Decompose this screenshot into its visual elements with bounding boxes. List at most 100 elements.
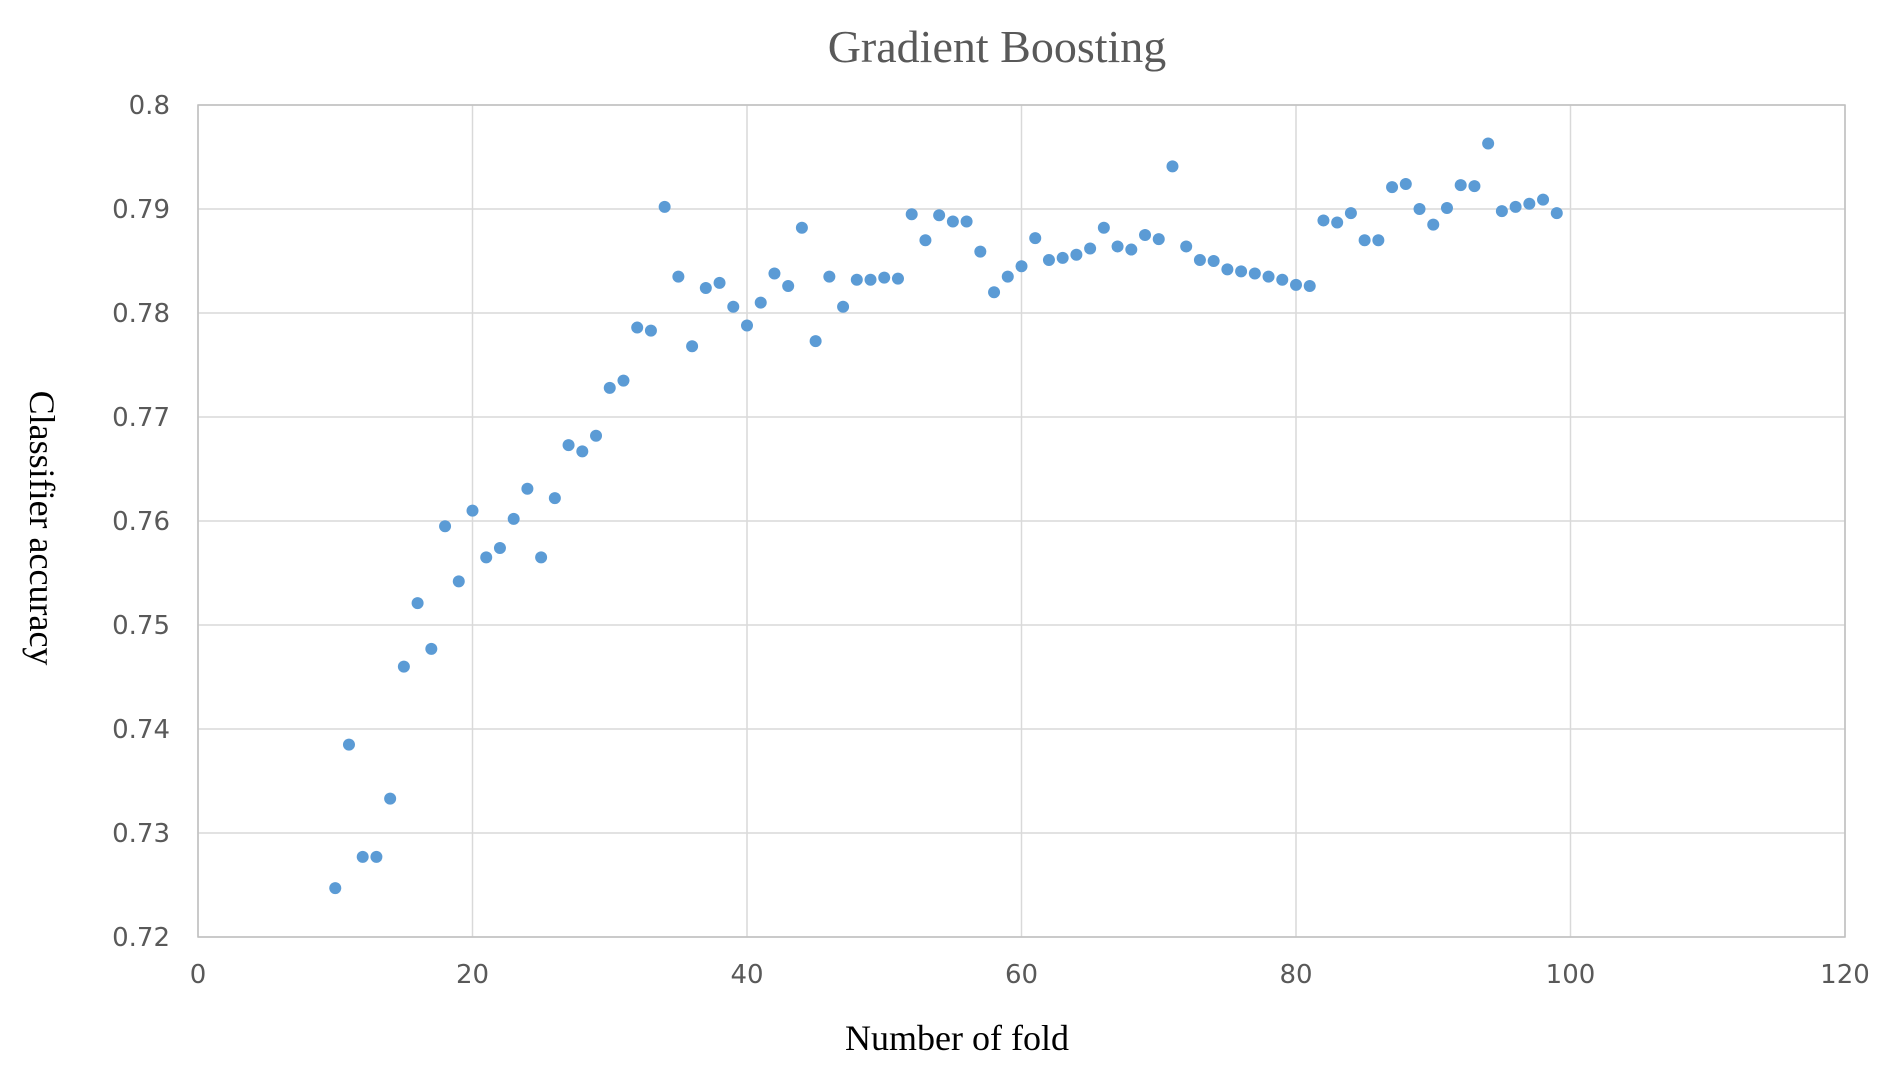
data-point (1358, 234, 1371, 247)
chart-title: Gradient Boosting (828, 21, 1167, 72)
data-point (1331, 216, 1344, 229)
data-point (960, 215, 973, 228)
data-point (1097, 221, 1110, 234)
data-point (878, 271, 891, 284)
data-point (590, 429, 603, 442)
data-point (1413, 203, 1426, 215)
x-tick-label: 80 (1279, 960, 1312, 990)
data-point (1001, 270, 1014, 283)
data-point (1193, 253, 1206, 266)
x-axis-title: Number of fold (845, 1018, 1069, 1058)
data-point (782, 279, 795, 292)
gridlines (197, 104, 1846, 938)
x-tick-label: 100 (1546, 960, 1596, 990)
data-point (1290, 278, 1302, 291)
data-point (1537, 193, 1550, 206)
data-point (988, 286, 1001, 299)
data-point (795, 221, 808, 234)
data-point (837, 300, 850, 313)
data-point (1427, 218, 1440, 231)
data-point (535, 551, 548, 564)
x-tick-label: 60 (1005, 960, 1038, 990)
data-point (1070, 248, 1083, 261)
y-axis-title: Classifier accuracy (22, 391, 62, 666)
data-point (1440, 201, 1453, 214)
data-point (1084, 242, 1097, 255)
data-point (658, 200, 671, 213)
data-point (754, 296, 767, 309)
data-point (1317, 214, 1330, 227)
data-point (699, 282, 712, 295)
data-point (768, 267, 781, 280)
data-point (1509, 200, 1522, 213)
data-point (1454, 179, 1467, 192)
data-point (576, 445, 589, 458)
data-point (741, 319, 753, 332)
data-point (823, 270, 836, 283)
data-point (1276, 273, 1289, 286)
data-point (1056, 251, 1069, 264)
x-tick-label: 20 (456, 960, 489, 990)
data-point (905, 208, 918, 221)
data-point (1221, 263, 1234, 276)
data-point (617, 374, 630, 387)
data-point (644, 324, 657, 337)
y-tick-label: 0.75 (112, 611, 170, 641)
data-point (356, 850, 369, 863)
y-axis-ticks: 0.72 0.73 0.74 0.75 0.76 0.77 0.78 0.79 0.8 (112, 91, 170, 953)
plot-area-border (197, 104, 1846, 938)
y-tick-label: 0.77 (112, 403, 170, 433)
y-tick-label: 0.79 (112, 195, 170, 225)
data-points (329, 137, 1563, 895)
data-point (342, 738, 355, 751)
data-point (1125, 243, 1138, 256)
data-point (439, 520, 452, 533)
data-point (521, 482, 534, 495)
data-point (329, 882, 342, 895)
y-tick-label: 0.74 (112, 715, 170, 745)
y-tick-label: 0.72 (112, 923, 170, 953)
x-tick-label: 120 (1820, 960, 1870, 990)
y-tick-label: 0.8 (129, 91, 170, 121)
data-point (713, 276, 726, 289)
data-point (425, 642, 438, 655)
data-point (411, 597, 424, 610)
data-point (1344, 207, 1357, 220)
data-point (452, 575, 465, 588)
data-point (493, 542, 506, 555)
data-point (1303, 279, 1316, 292)
data-point (1550, 207, 1563, 220)
data-point (1523, 197, 1536, 210)
data-point (946, 215, 959, 228)
data-point (603, 381, 616, 394)
data-point (507, 512, 520, 525)
x-axis-ticks: 0 20 40 60 80 100 120 (190, 960, 1870, 990)
data-point (1029, 232, 1042, 245)
data-point (562, 439, 575, 452)
data-point (686, 340, 699, 353)
data-point (1235, 265, 1248, 278)
data-point (864, 273, 877, 286)
data-point (1180, 240, 1193, 253)
y-tick-label: 0.78 (112, 299, 170, 329)
data-point (809, 335, 822, 348)
x-tick-label: 0 (190, 960, 207, 990)
data-point (1468, 180, 1481, 193)
data-point (919, 234, 932, 247)
data-point (480, 551, 493, 564)
data-point (1139, 229, 1152, 241)
data-point (1015, 260, 1028, 273)
data-point (672, 270, 685, 283)
data-point (1207, 255, 1220, 267)
data-point (891, 272, 904, 285)
data-point (384, 792, 397, 805)
x-tick-label: 40 (730, 960, 763, 990)
data-point (1111, 240, 1124, 253)
data-point (370, 850, 383, 863)
data-point (1248, 267, 1261, 280)
data-point (631, 321, 644, 334)
data-point (974, 245, 987, 258)
data-point (1495, 205, 1508, 218)
